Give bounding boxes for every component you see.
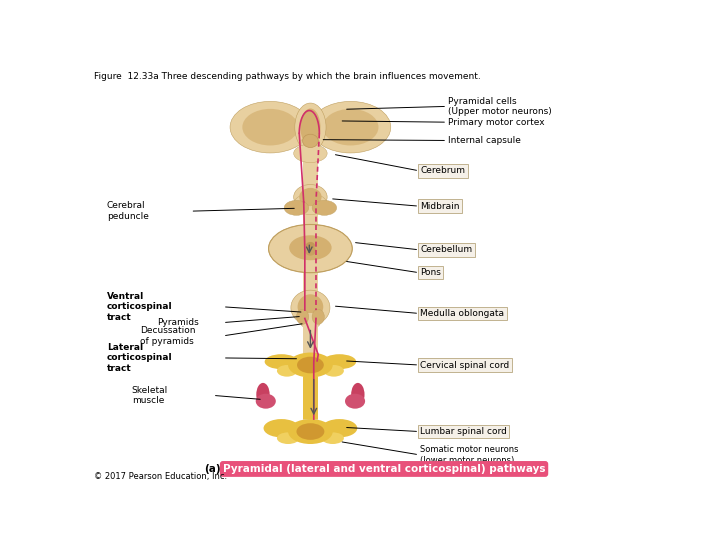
Ellipse shape (288, 353, 333, 377)
Bar (303, 313, 318, 328)
Ellipse shape (230, 102, 310, 153)
Ellipse shape (324, 365, 344, 377)
Ellipse shape (300, 317, 320, 328)
Ellipse shape (256, 383, 270, 406)
Text: Primary motor cortex: Primary motor cortex (448, 118, 544, 127)
Bar (303, 256, 318, 273)
Text: Ventral
corticospinal
tract: Ventral corticospinal tract (107, 292, 172, 322)
Ellipse shape (291, 290, 330, 325)
Ellipse shape (297, 294, 323, 319)
Text: Cerebrum: Cerebrum (420, 166, 465, 176)
Ellipse shape (312, 200, 337, 215)
Bar (303, 207, 318, 273)
Ellipse shape (294, 103, 326, 151)
Ellipse shape (294, 194, 327, 214)
Ellipse shape (265, 354, 298, 369)
Bar (303, 203, 318, 215)
Ellipse shape (297, 309, 309, 324)
Text: Cerebellum: Cerebellum (420, 245, 472, 254)
Ellipse shape (306, 242, 315, 248)
Ellipse shape (294, 185, 327, 210)
Ellipse shape (300, 188, 322, 206)
Ellipse shape (288, 419, 333, 444)
Ellipse shape (297, 423, 324, 440)
Ellipse shape (305, 246, 316, 255)
Ellipse shape (310, 102, 391, 153)
Text: Pyramidal (lateral and ventral corticospinal) pathways: Pyramidal (lateral and ventral corticosp… (222, 464, 545, 474)
Bar (303, 328, 318, 353)
Ellipse shape (277, 365, 297, 377)
Text: Pons: Pons (420, 268, 441, 277)
Ellipse shape (269, 225, 352, 273)
Text: © 2017 Pearson Education, Inc.: © 2017 Pearson Education, Inc. (94, 472, 228, 481)
Bar (303, 273, 318, 290)
Text: (a): (a) (204, 464, 221, 474)
Ellipse shape (300, 109, 320, 146)
Ellipse shape (256, 394, 276, 409)
Ellipse shape (297, 357, 324, 373)
Ellipse shape (302, 134, 318, 147)
Bar (303, 273, 318, 443)
Ellipse shape (284, 200, 309, 215)
Text: Pyramids: Pyramids (157, 318, 199, 327)
Ellipse shape (264, 419, 300, 437)
Ellipse shape (322, 433, 344, 444)
Ellipse shape (277, 433, 300, 444)
Ellipse shape (323, 109, 379, 145)
Ellipse shape (322, 419, 357, 437)
Ellipse shape (243, 109, 298, 145)
Text: Internal capsule: Internal capsule (448, 136, 521, 145)
Ellipse shape (312, 309, 324, 324)
Ellipse shape (345, 394, 365, 409)
Bar (303, 160, 318, 185)
Text: Somatic motor neurons
(lower motor neurons): Somatic motor neurons (lower motor neuro… (420, 445, 519, 464)
Text: Skeletal
muscle: Skeletal muscle (132, 386, 168, 405)
Text: Lumbar spinal cord: Lumbar spinal cord (420, 427, 507, 436)
Text: Medulla oblongata: Medulla oblongata (420, 309, 504, 318)
Ellipse shape (323, 354, 356, 369)
Bar (303, 377, 318, 419)
Text: Decussation
of pyramids: Decussation of pyramids (140, 326, 196, 346)
Text: Cervical spinal cord: Cervical spinal cord (420, 361, 510, 369)
Text: Cerebral
peduncle: Cerebral peduncle (107, 201, 148, 221)
Text: Figure  12.33a Three descending pathways by which the brain influences movement.: Figure 12.33a Three descending pathways … (94, 72, 481, 81)
Ellipse shape (294, 144, 327, 163)
Text: Midbrain: Midbrain (420, 201, 460, 211)
Text: Lateral
corticospinal
tract: Lateral corticospinal tract (107, 343, 172, 373)
Ellipse shape (351, 383, 364, 406)
Ellipse shape (289, 235, 332, 260)
Text: Pyramidal cells
(Upper motor neurons): Pyramidal cells (Upper motor neurons) (448, 97, 552, 116)
Bar (302, 140, 320, 160)
